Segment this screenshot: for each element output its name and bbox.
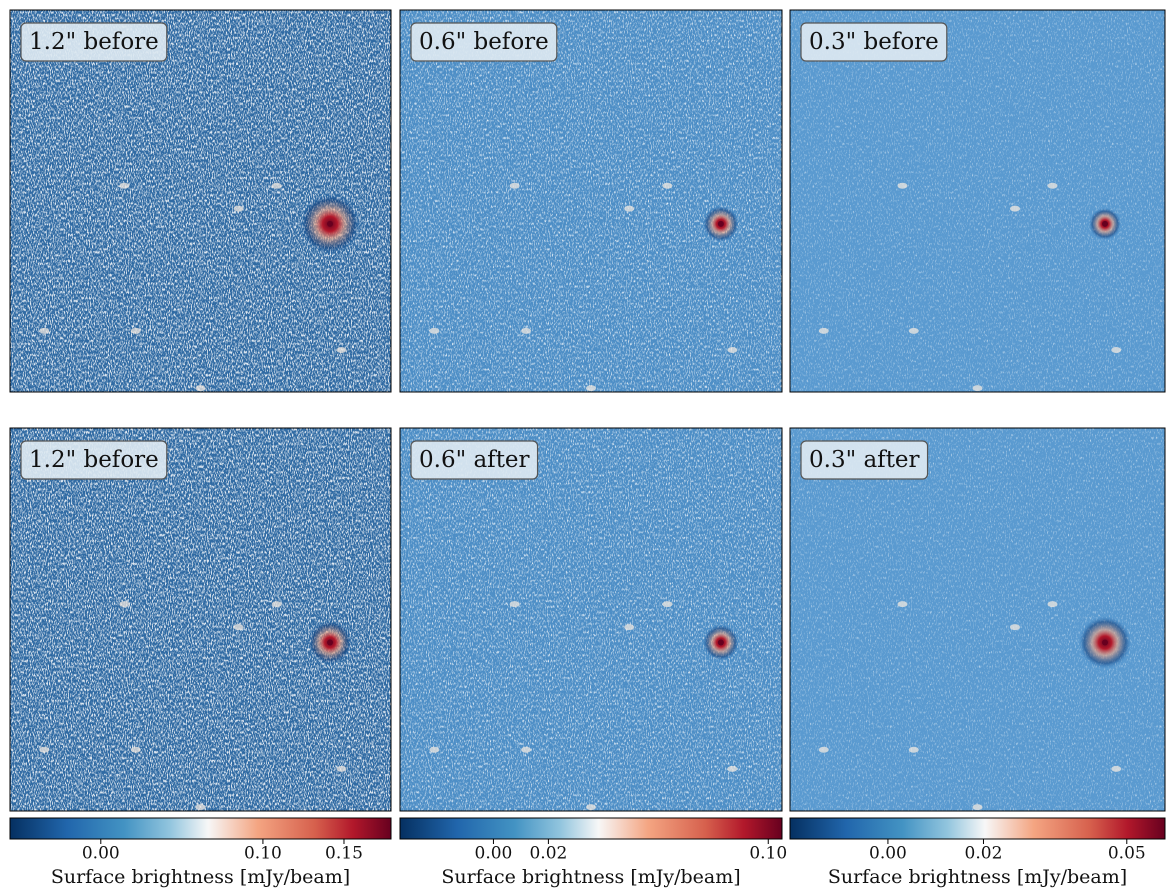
image-frame bbox=[9, 427, 392, 812]
colorbar-label: Surface brightness [mJy/beam] bbox=[51, 866, 350, 888]
faint-source bbox=[271, 182, 282, 189]
colorbar bbox=[399, 817, 783, 840]
faint-source bbox=[1047, 601, 1058, 608]
faint-source bbox=[818, 327, 829, 334]
source-core bbox=[717, 220, 724, 227]
faint-source bbox=[233, 205, 244, 212]
colorbar-tick-label: 0.15 bbox=[325, 844, 363, 864]
faint-source bbox=[119, 182, 130, 189]
colorbar-tick-label: 0.05 bbox=[1108, 844, 1146, 864]
image-frame bbox=[789, 427, 1166, 812]
label-box bbox=[410, 22, 558, 62]
label-box bbox=[410, 440, 539, 480]
faint-source bbox=[586, 804, 596, 811]
faint-source bbox=[624, 205, 635, 212]
faint-source bbox=[195, 804, 206, 811]
faint-source bbox=[130, 746, 141, 753]
faint-source bbox=[521, 327, 532, 334]
faint-source bbox=[972, 385, 983, 392]
image-panel: 0.3" after bbox=[789, 427, 1166, 812]
panel-label: 1.2" before bbox=[29, 29, 159, 55]
faint-source bbox=[897, 601, 908, 608]
image-frame bbox=[399, 9, 783, 393]
faint-source bbox=[521, 746, 532, 753]
faint-source bbox=[336, 346, 347, 353]
panel-label: 0.3" after bbox=[809, 447, 920, 473]
faint-source bbox=[908, 746, 919, 753]
colorbar-tick-label: 0.00 bbox=[82, 844, 120, 864]
faint-source bbox=[727, 765, 738, 772]
image-panel: 1.2" before bbox=[9, 427, 392, 812]
source-core bbox=[717, 639, 724, 646]
faint-source bbox=[586, 385, 596, 392]
label-box bbox=[800, 440, 929, 480]
source-core bbox=[1102, 220, 1108, 227]
image-panel: 0.3" before bbox=[789, 9, 1166, 393]
faint-source bbox=[429, 327, 440, 334]
faint-source bbox=[1047, 182, 1058, 189]
panel-label: 1.2" before bbox=[29, 447, 159, 473]
faint-source bbox=[509, 182, 520, 189]
colorbar-tick-label: 0.02 bbox=[965, 844, 1003, 864]
faint-source bbox=[1010, 624, 1020, 631]
faint-source bbox=[271, 601, 282, 608]
faint-source bbox=[727, 346, 738, 353]
image-panel: 0.6" before bbox=[399, 9, 783, 393]
colorbar-label: Surface brightness [mJy/beam] bbox=[828, 866, 1127, 888]
image-panel: 0.6" after bbox=[399, 427, 783, 812]
faint-source bbox=[336, 765, 347, 772]
faint-source bbox=[972, 804, 983, 811]
faint-source bbox=[624, 624, 635, 631]
colorbar bbox=[789, 817, 1166, 840]
faint-source bbox=[509, 601, 520, 608]
panel-label: 0.3" before bbox=[809, 29, 939, 55]
label-box bbox=[800, 22, 948, 62]
colorbar-tick-label: 0.10 bbox=[749, 844, 787, 864]
faint-source bbox=[429, 746, 440, 753]
image-frame bbox=[399, 427, 783, 812]
colorbar bbox=[9, 817, 392, 840]
image-frame bbox=[789, 9, 1166, 393]
faint-source bbox=[908, 327, 919, 334]
faint-source bbox=[1010, 205, 1020, 212]
image-noise bbox=[400, 428, 782, 811]
source-core bbox=[327, 220, 334, 227]
faint-source bbox=[897, 182, 908, 189]
colorbar-label: Surface brightness [mJy/beam] bbox=[441, 866, 740, 888]
label-box bbox=[20, 440, 168, 480]
faint-source bbox=[233, 624, 244, 631]
panel-label: 0.6" before bbox=[419, 29, 549, 55]
colorbar-tick-label: 0.00 bbox=[869, 844, 907, 864]
faint-source bbox=[662, 601, 673, 608]
image-panel: 1.2" before bbox=[9, 9, 392, 393]
image-noise bbox=[10, 428, 391, 811]
source-core bbox=[327, 639, 334, 646]
colorbar-tick-label: 0.00 bbox=[475, 844, 513, 864]
faint-source bbox=[195, 385, 206, 392]
faint-source bbox=[662, 182, 673, 189]
faint-source bbox=[818, 746, 829, 753]
image-frame bbox=[9, 9, 392, 393]
label-box bbox=[20, 22, 168, 62]
faint-source bbox=[1111, 346, 1122, 353]
colorbar-tick-label: 0.02 bbox=[529, 844, 567, 864]
faint-source bbox=[1111, 765, 1122, 772]
image-noise bbox=[400, 10, 782, 392]
colorbar-tick-label: 0.10 bbox=[244, 844, 282, 864]
faint-source bbox=[39, 746, 50, 753]
figure-content: 1.2" before 0.6" before 0.3" before 1.2" be… bbox=[9, 9, 1166, 888]
faint-source bbox=[130, 327, 141, 334]
source-core bbox=[1102, 639, 1108, 646]
image-noise bbox=[790, 10, 1165, 392]
panel-label: 0.6" after bbox=[419, 447, 530, 473]
faint-source bbox=[39, 327, 50, 334]
faint-source bbox=[119, 601, 130, 608]
